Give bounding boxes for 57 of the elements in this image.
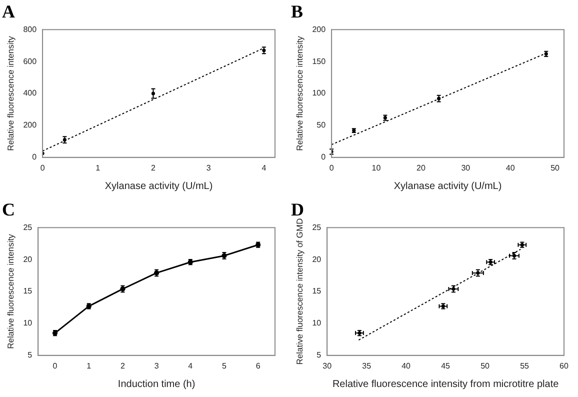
y-tick-label: 200 [312, 24, 326, 34]
x-tick-label: 35 [362, 361, 372, 370]
x-tick-label: 3 [154, 361, 160, 370]
y-axis-title: Relative fluorescence intensity [5, 35, 16, 151]
y-tick-label: 25 [312, 222, 322, 232]
x-tick-label: 50 [480, 361, 490, 370]
x-tick-label: 50 [550, 163, 560, 172]
y-tick-label: 15 [23, 286, 33, 296]
y-tick-label: 15 [312, 286, 322, 296]
x-tick-label: 0 [52, 361, 58, 370]
x-tick-label: 5 [222, 361, 228, 370]
x-tick-label: 2 [120, 361, 126, 370]
x-tick-label: 30 [322, 361, 332, 370]
y-axis-title: Relative fluorescence intensity [294, 35, 304, 151]
y-tick-label: 20 [312, 254, 322, 264]
y-tick-label: 10 [312, 318, 322, 328]
x-axis-title: Relative fluorescence intensity from microtitre plate [332, 378, 560, 390]
chart-title: A [2, 1, 15, 22]
x-tick-label: 30 [461, 163, 471, 172]
x-tick-label: 40 [506, 163, 516, 172]
x-tick-label: 10 [372, 163, 382, 172]
y-tick-label: 0 [32, 152, 38, 162]
y-tick-label: 600 [23, 56, 38, 66]
x-tick-label: 0 [40, 163, 46, 172]
y-tick-label: 200 [23, 120, 38, 130]
y-tick-label: 25 [23, 222, 33, 232]
y-tick-label: 400 [23, 88, 38, 98]
y-tick-label: 5 [316, 350, 322, 360]
y-tick-label: 5 [28, 350, 33, 360]
y-axis-title: Relative fluorescence intensity [5, 233, 16, 349]
x-axis-title: Induction time (h) [118, 378, 196, 390]
chart-title: B [291, 1, 304, 22]
x-tick-label: 3 [206, 163, 212, 172]
chart-title: C [2, 199, 15, 220]
x-tick-label: 55 [520, 361, 530, 370]
x-tick-label: 4 [188, 361, 194, 370]
x-tick-label: 60 [560, 361, 569, 370]
y-tick-label: 100 [312, 88, 326, 98]
x-tick-label: 45 [441, 361, 451, 370]
y-axis-title: Relative fluorescence intensity of GMD [294, 218, 304, 365]
x-tick-label: 4 [262, 163, 267, 172]
x-tick-label: 6 [256, 361, 261, 370]
y-tick-label: 50 [316, 120, 326, 130]
x-tick-label: 40 [402, 361, 412, 370]
x-tick-label: 0 [329, 163, 334, 172]
x-tick-label: 2 [151, 163, 156, 172]
x-axis-title: Xylanase activity (U/mL) [394, 180, 502, 192]
y-tick-label: 0 [321, 152, 326, 162]
y-tick-label: 150 [312, 56, 326, 66]
y-tick-label: 800 [23, 24, 38, 34]
chart-title: D [291, 199, 304, 220]
x-tick-label: 20 [416, 163, 426, 172]
y-tick-label: 10 [23, 318, 33, 328]
y-tick-label: 20 [23, 254, 33, 264]
x-axis-title: Xylanase activity (U/mL) [104, 180, 213, 192]
x-tick-label: 1 [96, 163, 101, 172]
x-tick-label: 1 [86, 361, 92, 370]
